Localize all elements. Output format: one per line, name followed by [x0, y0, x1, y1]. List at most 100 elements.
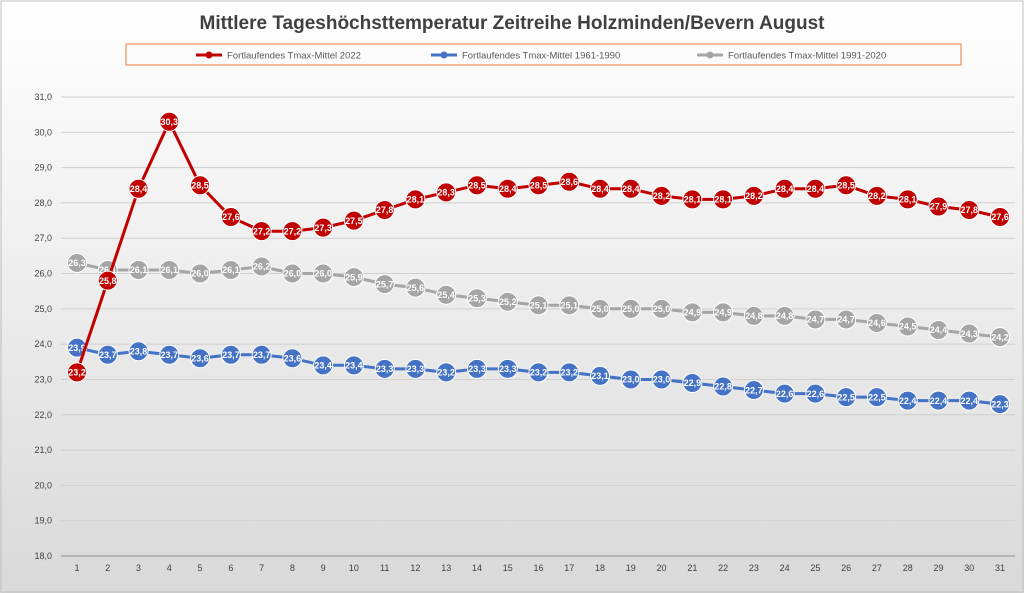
- data-label: 27,5: [345, 216, 363, 226]
- data-label: 23,6: [191, 353, 209, 363]
- data-label: 28,4: [591, 184, 609, 194]
- data-label: 28,5: [837, 180, 855, 190]
- data-point: [990, 327, 1010, 348]
- data-point: [774, 383, 795, 404]
- y-tick-label: 31,0: [34, 92, 52, 102]
- data-label: 27,3: [314, 223, 332, 233]
- data-point: [590, 365, 611, 386]
- data-label: 27,6: [222, 212, 240, 222]
- data-point: [343, 210, 364, 231]
- data-label: 28,1: [407, 195, 425, 205]
- chart-title: Mittlere Tageshöchsttemperatur Zeitreihe…: [200, 13, 826, 34]
- data-point: [374, 358, 395, 379]
- data-label: 27,8: [376, 205, 394, 215]
- y-tick-label: 22,0: [34, 410, 52, 420]
- data-point: [528, 362, 549, 383]
- x-tick-label: 5: [198, 563, 203, 573]
- data-label: 25,4: [437, 290, 455, 300]
- data-point: [67, 252, 87, 273]
- data-point: [928, 390, 949, 411]
- data-label: 23,2: [68, 368, 86, 378]
- data-point: [97, 270, 118, 291]
- data-label: 23,2: [561, 368, 579, 378]
- x-tick-label: 12: [410, 563, 420, 573]
- data-point: [990, 207, 1010, 228]
- data-point: [959, 199, 980, 220]
- data-label: 24,9: [684, 308, 702, 318]
- y-tick-label: 29,0: [34, 163, 52, 173]
- data-label: 25,8: [99, 276, 117, 286]
- data-label: 24,7: [807, 315, 825, 325]
- data-label: 25,6: [407, 283, 425, 293]
- data-point: [282, 348, 303, 369]
- y-tick-label: 20,0: [34, 480, 52, 490]
- y-tick-label: 23,0: [34, 374, 52, 384]
- data-point: [436, 362, 457, 383]
- data-point: [743, 305, 764, 326]
- data-label: 22,4: [930, 396, 948, 406]
- data-label: 28,5: [191, 180, 209, 190]
- x-tick-label: 13: [441, 563, 451, 573]
- data-point: [713, 302, 734, 323]
- data-point: [343, 355, 364, 376]
- data-point: [590, 178, 611, 199]
- data-label: 25,3: [468, 293, 486, 303]
- x-tick-label: 19: [626, 563, 636, 573]
- data-label: 24,5: [899, 322, 917, 332]
- data-point: [159, 111, 180, 132]
- legend-marker: [440, 51, 448, 59]
- series-3: 26,3 26,1 26,1 26,1 26,0 26,1 26,2 26,0 26,0 25,9…: [67, 252, 1010, 348]
- data-label: 28,4: [622, 184, 640, 194]
- data-label: 28,1: [684, 195, 702, 205]
- data-label: 28,2: [653, 191, 671, 201]
- series-line: [75, 120, 1001, 373]
- y-tick-label: 21,0: [34, 445, 52, 455]
- data-label: 28,1: [714, 195, 732, 205]
- data-point: [897, 390, 918, 411]
- x-tick-label: 23: [749, 563, 759, 573]
- data-point: [590, 298, 611, 319]
- x-tick-label: 22: [718, 563, 728, 573]
- data-label: 28,4: [807, 184, 825, 194]
- data-label: 22,5: [868, 392, 886, 402]
- data-point: [990, 394, 1010, 415]
- data-point: [67, 362, 87, 383]
- data-label: 25,0: [591, 304, 609, 314]
- data-point: [897, 316, 918, 337]
- data-label: 28,2: [745, 191, 763, 201]
- data-point: [313, 355, 334, 376]
- data-label: 28,5: [530, 180, 548, 190]
- data-point: [651, 185, 672, 206]
- data-point: [743, 380, 764, 401]
- data-label: 23,2: [437, 368, 455, 378]
- data-point: [374, 199, 395, 220]
- data-point: [620, 178, 641, 199]
- x-tick-label: 2: [105, 563, 110, 573]
- data-label: 27,8: [960, 205, 978, 215]
- gridlines: [61, 96, 1015, 557]
- data-label: 24,9: [714, 308, 732, 318]
- data-point: [559, 171, 580, 192]
- data-label: 27,2: [253, 226, 271, 236]
- legend-label: Fortlaufendes Tmax-Mittel 1991-2020: [728, 51, 886, 62]
- y-tick-label: 28,0: [34, 198, 52, 208]
- x-tick-label: 1: [74, 563, 79, 573]
- x-tick-label: 16: [533, 563, 543, 573]
- data-label: 26,1: [222, 265, 240, 275]
- x-tick-label: 18: [595, 563, 605, 573]
- data-label: 26,1: [130, 265, 148, 275]
- y-tick-label: 25,0: [34, 304, 52, 314]
- data-label: 28,2: [868, 191, 886, 201]
- data-label: 24,6: [868, 318, 886, 328]
- x-tick-label: 7: [259, 563, 264, 573]
- data-point: [836, 175, 857, 196]
- y-tick-label: 30,0: [34, 127, 52, 137]
- data-point: [774, 305, 795, 326]
- x-tick-label: 29: [933, 563, 943, 573]
- data-label: 26,0: [314, 269, 332, 279]
- data-point: [836, 309, 857, 330]
- axes: 18,0 19,0 20,0 21,0 22,0 23,0 24,0 25,0 26,0 27,0…: [34, 92, 1005, 573]
- data-label: 28,5: [468, 180, 486, 190]
- x-tick-label: 3: [136, 563, 141, 573]
- data-point: [405, 189, 426, 210]
